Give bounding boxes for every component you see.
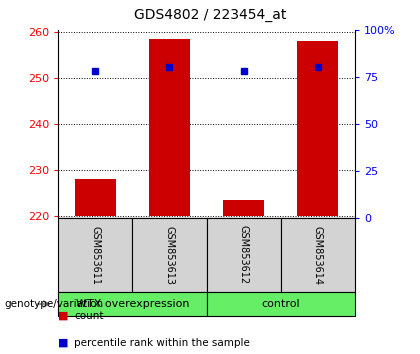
Text: GDS4802 / 223454_at: GDS4802 / 223454_at: [134, 8, 286, 22]
Text: GSM853614: GSM853614: [313, 225, 323, 285]
Text: count: count: [74, 311, 103, 321]
Bar: [149, 39, 190, 216]
Bar: [75, 179, 116, 216]
Bar: [223, 200, 264, 216]
Text: GSM853611: GSM853611: [90, 225, 100, 285]
Text: GSM853613: GSM853613: [164, 225, 174, 285]
Text: percentile rank within the sample: percentile rank within the sample: [74, 338, 250, 348]
Text: genotype/variation: genotype/variation: [4, 299, 103, 309]
Bar: [297, 41, 338, 216]
Text: ■: ■: [58, 338, 68, 348]
Text: GSM853612: GSM853612: [239, 225, 249, 285]
Text: ■: ■: [58, 311, 68, 321]
Text: WTX overexpression: WTX overexpression: [76, 299, 189, 309]
Text: control: control: [261, 299, 300, 309]
